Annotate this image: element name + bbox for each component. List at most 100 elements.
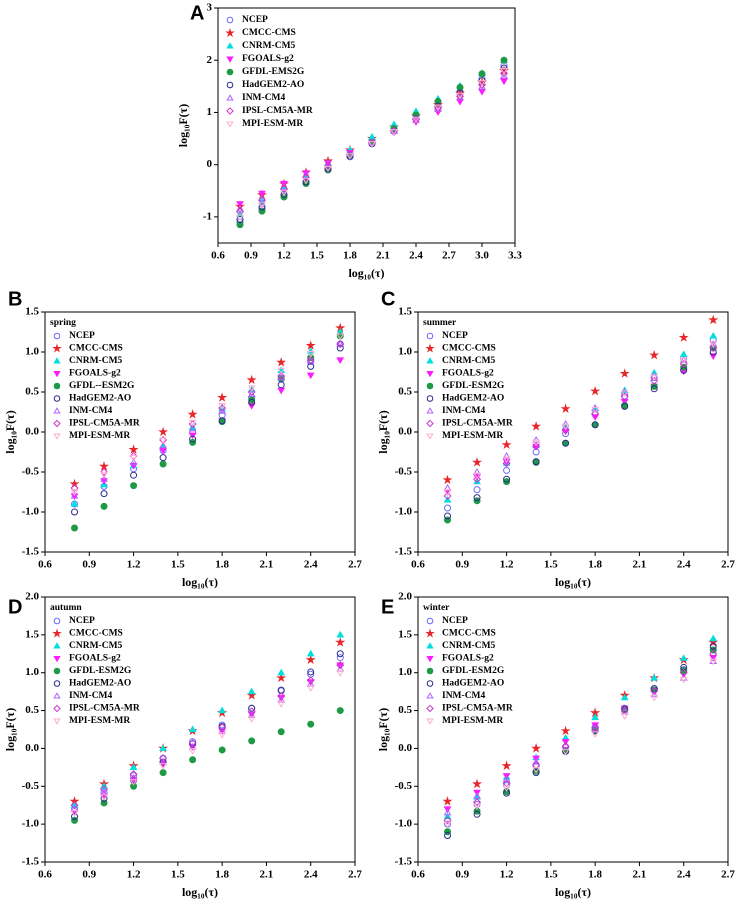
point — [500, 68, 508, 75]
point — [680, 663, 688, 671]
y-tick-label: 0 — [207, 158, 213, 170]
x-tick-label: 1.5 — [171, 869, 185, 881]
legend-label: HadGEM2-AO — [69, 394, 131, 404]
panel: E 0.6 0.9 1.2 1.5 1.8 2.1 2.4 2.7 -1.5 -1.0 -0.5 0.0… — [376, 591, 736, 899]
point — [307, 720, 315, 728]
point — [277, 371, 286, 381]
x-tick-label: 2.7 — [348, 559, 362, 571]
point — [188, 419, 197, 429]
point — [218, 417, 226, 425]
point — [258, 194, 266, 201]
point — [305, 654, 316, 665]
point — [502, 779, 511, 788]
legend-marker — [426, 433, 434, 440]
y-tick-label: 1.0 — [25, 346, 39, 358]
x-tick-label: 1.2 — [127, 559, 141, 571]
point — [709, 341, 718, 348]
legend-label: MPI-ESM-MR — [442, 431, 503, 441]
legend-label: HadGEM2-AO — [69, 679, 131, 689]
point — [531, 421, 542, 431]
point — [709, 642, 717, 650]
x-tick-label: 1.2 — [500, 869, 514, 881]
point — [306, 685, 315, 692]
point — [306, 372, 315, 380]
point — [159, 744, 167, 752]
point — [591, 407, 600, 414]
point — [306, 347, 315, 354]
x-tick-label: 0.6 — [411, 869, 425, 881]
legend-label: INM-CM4 — [69, 691, 113, 701]
legend-label: INM-CM4 — [69, 406, 113, 416]
legend-label: IPSL-CM5A-MR — [69, 419, 140, 429]
x-tick-label: 2.1 — [376, 250, 390, 262]
legend-marker — [426, 667, 434, 675]
y-tick-label: 0.0 — [398, 742, 412, 754]
legend-marker — [226, 56, 234, 63]
point — [336, 654, 344, 662]
y-tick-label: 1.5 — [398, 306, 412, 318]
point — [560, 403, 571, 413]
point — [100, 785, 109, 794]
point — [71, 813, 79, 821]
point — [159, 447, 167, 455]
y-tick-label: 2.0 — [398, 591, 412, 603]
point — [218, 403, 227, 410]
point — [236, 216, 244, 223]
y-tick-label: 1.0 — [25, 666, 39, 678]
point — [248, 398, 256, 406]
y-tick-label: 3 — [207, 2, 213, 14]
legend-label: GFDL-ESM2G — [442, 666, 505, 676]
point — [247, 385, 256, 392]
legend-marker — [226, 107, 234, 115]
legend-marker — [426, 382, 434, 390]
point — [443, 821, 452, 829]
legend-label: FGOALS-g2 — [242, 54, 294, 64]
panel: D 0.6 0.9 1.2 1.5 1.8 2.1 2.4 2.7 -1.5 -1.0 -0.5 0.0… — [3, 591, 363, 899]
point — [679, 654, 688, 661]
point — [503, 478, 511, 486]
point — [159, 763, 167, 770]
panel-letter: B — [8, 288, 22, 310]
legend-label: CMCC-CMS — [442, 344, 496, 354]
y-tick-label: 1.5 — [398, 628, 412, 640]
legend-marker — [53, 407, 61, 414]
point — [708, 637, 719, 647]
point — [532, 443, 540, 451]
y-tick-label: 0.5 — [398, 386, 412, 398]
season-label: winter — [423, 603, 450, 613]
point — [100, 502, 108, 510]
point — [336, 344, 344, 352]
point — [500, 78, 508, 86]
legend-marker — [53, 656, 61, 663]
point — [650, 385, 658, 393]
point — [217, 392, 228, 402]
point — [367, 138, 377, 147]
panel-letter: D — [8, 596, 22, 618]
legend-label: GFDL-EMS2G — [242, 67, 305, 77]
x-tick-label: 2.1 — [633, 869, 647, 881]
y-tick-label: 1.0 — [398, 666, 412, 678]
point — [277, 381, 285, 389]
point — [301, 173, 311, 182]
legend-label: FGOALS-g2 — [442, 369, 494, 379]
point — [236, 221, 244, 229]
legend-label: NCEP — [442, 331, 468, 341]
point — [501, 760, 512, 771]
point — [335, 637, 346, 647]
y-tick-label: -1.0 — [395, 506, 413, 518]
point — [129, 451, 138, 461]
point — [590, 385, 601, 396]
y-tick-label: -0.5 — [22, 780, 40, 792]
point — [368, 141, 376, 148]
y-tick-label: -1.5 — [395, 546, 413, 558]
point — [336, 340, 345, 347]
legend-marker — [426, 395, 434, 402]
point — [650, 695, 659, 702]
point — [503, 475, 511, 483]
plot-frame — [44, 311, 356, 553]
point — [276, 672, 287, 683]
legend-marker — [226, 121, 234, 128]
point — [129, 779, 138, 786]
y-tick-label: 1.0 — [398, 346, 412, 358]
point — [336, 650, 344, 658]
